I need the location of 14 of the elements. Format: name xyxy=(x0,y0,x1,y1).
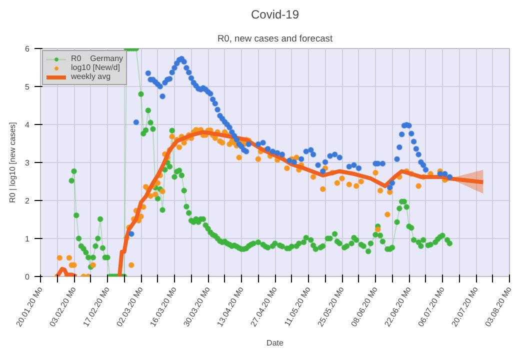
x-axis-title: Date xyxy=(266,338,284,348)
chart-title: Covid-19 xyxy=(250,8,300,22)
y-tick-label: 3 xyxy=(25,158,30,168)
legend-label: weekly avg xyxy=(71,72,111,81)
chart-subtitle: R0, new cases and forecast xyxy=(217,34,333,44)
y-tick-label: 2 xyxy=(25,196,30,206)
y-tick-label: 5 xyxy=(25,82,30,92)
legend-label: log10 [New/d] xyxy=(71,63,120,72)
y-tick-label: 0 xyxy=(25,272,30,282)
y-tick-label: 1 xyxy=(25,234,30,244)
y-tick-label: 6 xyxy=(25,44,30,54)
legend-label: R0 Germany xyxy=(71,54,124,63)
y-tick-label: 4 xyxy=(25,120,30,130)
y-axis-title: R0 | log10 [new cases] xyxy=(8,122,18,203)
